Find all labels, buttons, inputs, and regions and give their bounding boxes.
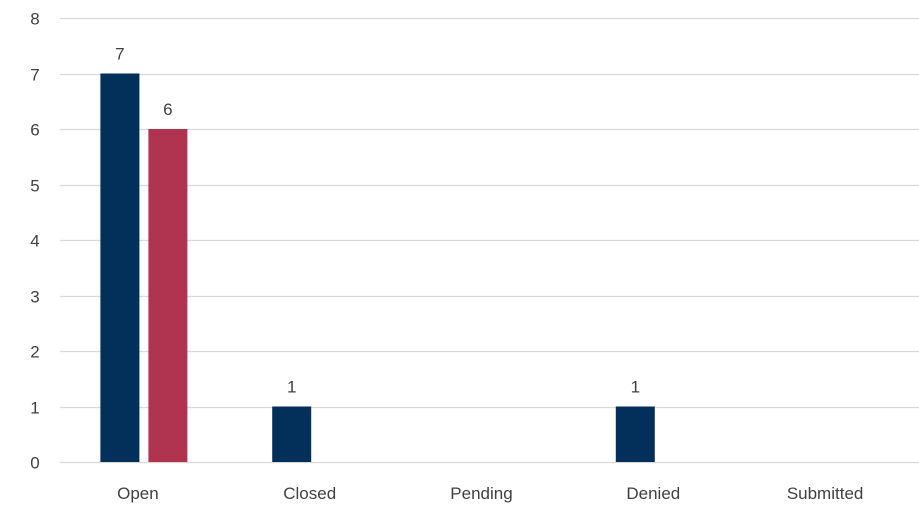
y-tick-label: 5 — [30, 177, 39, 196]
y-tick-label: 8 — [30, 10, 39, 29]
bar-open-series-2 — [148, 129, 188, 462]
y-tick-label: 1 — [30, 399, 39, 418]
data-label-closed-series-1: 1 — [287, 378, 296, 397]
y-tick-label: 0 — [30, 454, 39, 473]
data-label-open-series-2: 6 — [163, 100, 172, 119]
x-category-label-open: Open — [117, 484, 159, 503]
gridlines — [60, 17, 919, 464]
y-tick-label: 6 — [30, 121, 39, 140]
x-category-label-closed: Closed — [283, 484, 336, 503]
x-category-label-denied: Denied — [626, 484, 680, 503]
y-tick-label: 4 — [30, 232, 39, 251]
data-labels: 7 6 1 1 — [115, 45, 640, 397]
data-label-open-series-1: 7 — [115, 45, 124, 64]
bars — [100, 73, 655, 462]
bar-closed-series-1 — [272, 406, 312, 462]
y-tick-label: 7 — [30, 66, 39, 85]
x-category-label-submitted: Submitted — [787, 484, 864, 503]
y-tick-label: 2 — [30, 343, 39, 362]
y-axis-ticks: 0 1 2 3 4 5 6 7 8 — [30, 10, 39, 473]
bar-open-series-1 — [100, 73, 140, 462]
y-tick-label: 3 — [30, 288, 39, 307]
x-category-label-pending: Pending — [450, 484, 512, 503]
data-label-denied-series-1: 1 — [631, 378, 640, 397]
x-axis-categories: Open Closed Pending Denied Submitted — [117, 484, 863, 503]
bar-denied-series-1 — [615, 406, 655, 462]
